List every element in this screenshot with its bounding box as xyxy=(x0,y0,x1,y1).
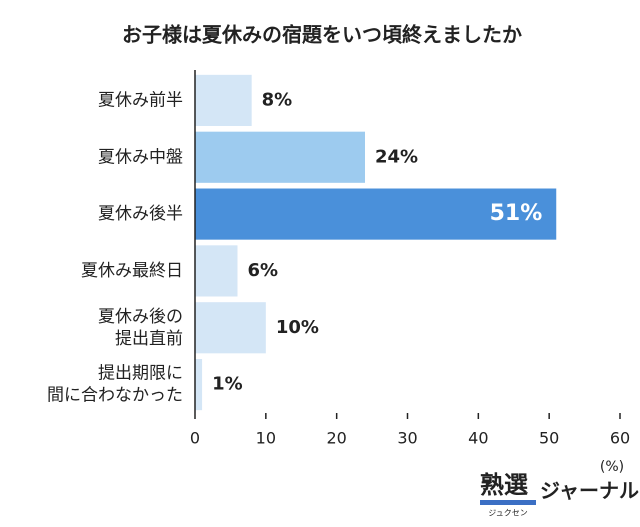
bar xyxy=(195,359,203,411)
value-label: 8% xyxy=(262,89,293,110)
x-tick-label: 30 xyxy=(397,429,417,448)
value-label: 51% xyxy=(490,201,543,226)
y-tick-label: 夏休み前半 xyxy=(98,90,183,110)
logo-underline xyxy=(480,500,536,505)
y-tick-label: 夏休み最終日 xyxy=(81,261,183,281)
value-label: 10% xyxy=(276,317,319,338)
x-tick-label: 60 xyxy=(610,429,630,448)
x-tick-label: 20 xyxy=(326,429,346,448)
y-tick-label: 夏休み中盤 xyxy=(98,147,183,167)
value-label: 6% xyxy=(248,260,279,281)
logo-main: 熟選 xyxy=(480,471,528,499)
x-tick-label: 40 xyxy=(468,429,488,448)
bar xyxy=(195,131,365,183)
y-tick-label: 夏休み後の xyxy=(98,307,183,327)
x-axis-label: (%) xyxy=(600,459,624,475)
value-label: 1% xyxy=(212,374,243,395)
x-tick-label: 10 xyxy=(256,429,276,448)
bar xyxy=(195,302,266,354)
logo-sub: ジュクセン xyxy=(488,509,527,518)
x-tick-label: 0 xyxy=(190,429,200,448)
y-tick-label: 提出直前 xyxy=(115,329,183,349)
bar xyxy=(195,245,238,297)
bar xyxy=(195,188,557,240)
logo: 熟選 ジュクセン ジャーナル xyxy=(480,471,639,518)
y-tick-label: 間に合わなかった xyxy=(47,386,183,406)
y-tick-label: 提出期限に xyxy=(98,364,183,384)
bar xyxy=(195,74,252,126)
y-tick-label: 夏休み後半 xyxy=(98,204,183,224)
logo-suffix: ジャーナル xyxy=(540,479,639,503)
x-tick-label: 50 xyxy=(539,429,559,448)
chart-title: お子様は夏休みの宿題をいつ頃終えましたか xyxy=(122,23,522,47)
value-label: 24% xyxy=(375,146,418,167)
